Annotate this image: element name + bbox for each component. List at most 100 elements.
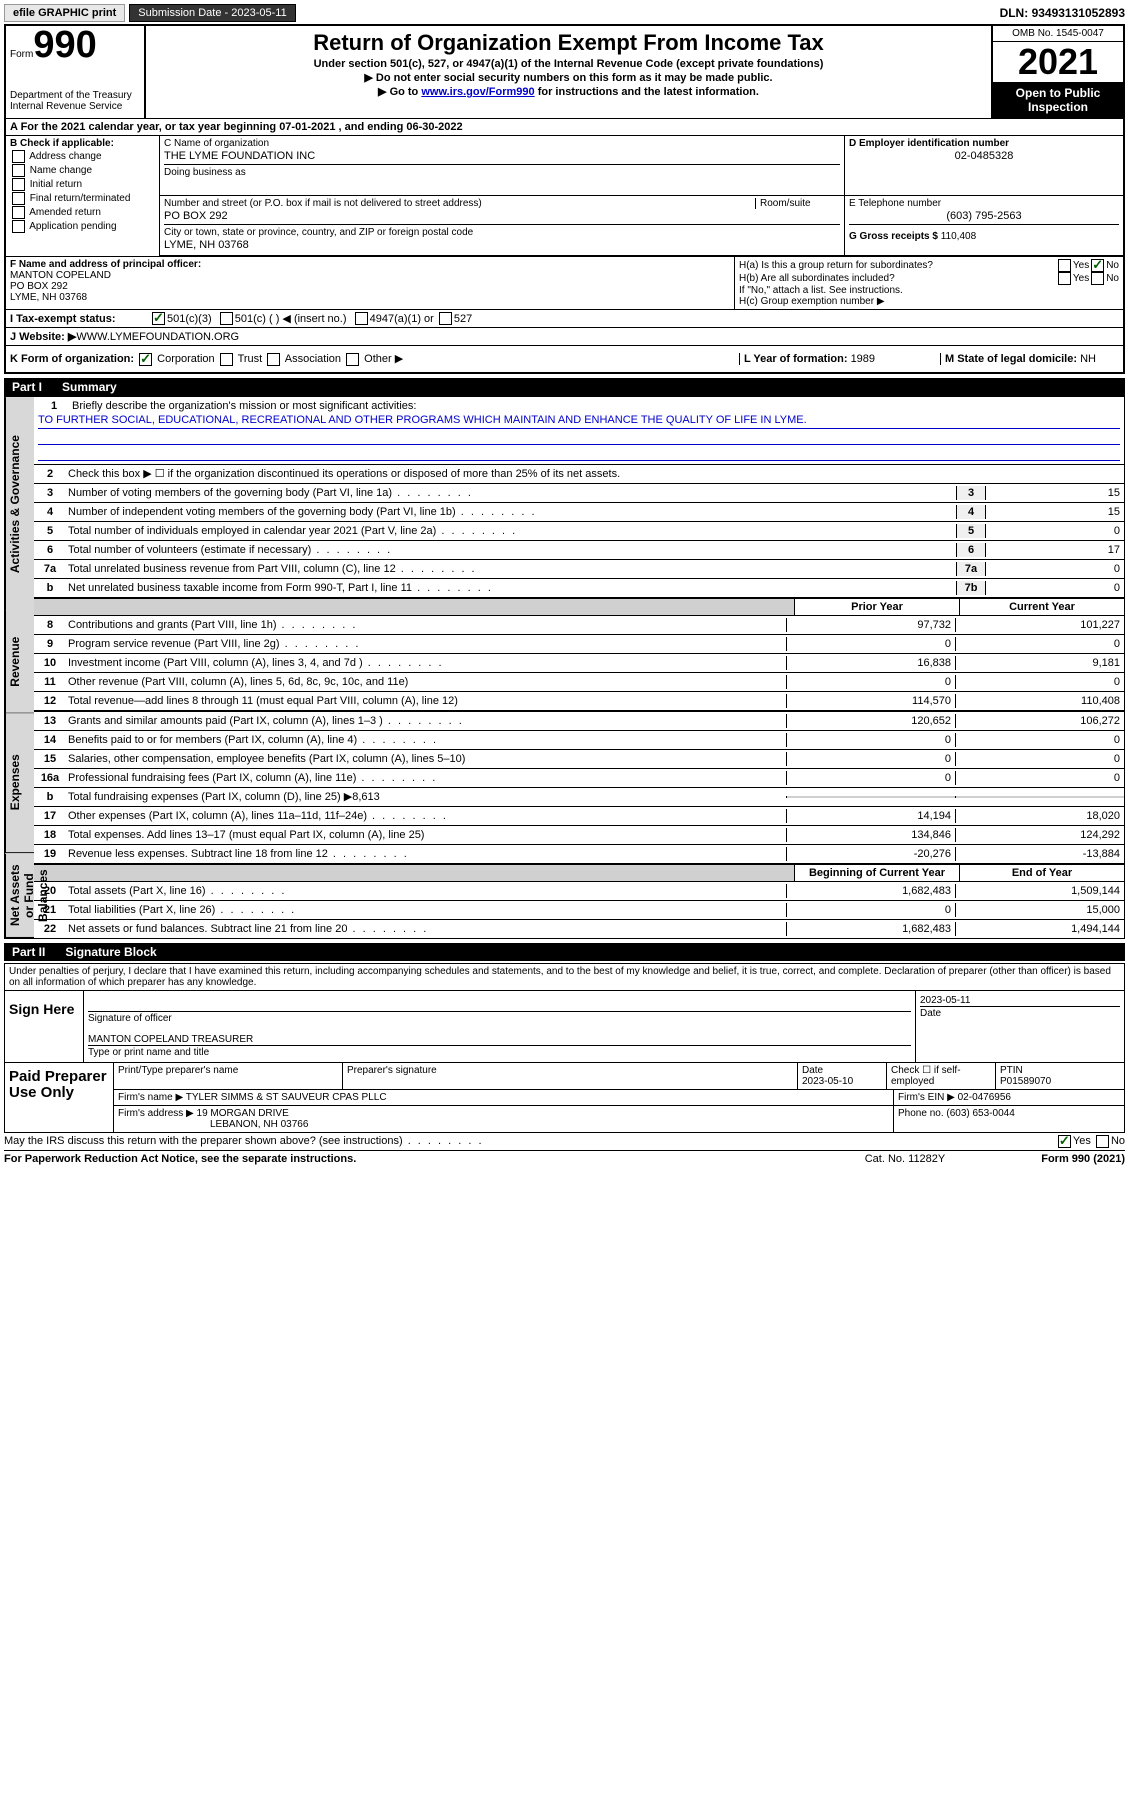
line4-text: Number of independent voting members of … <box>66 505 956 519</box>
sign-here-label: Sign Here <box>5 991 84 1062</box>
line7a-text: Total unrelated business revenue from Pa… <box>66 562 956 576</box>
pp-self-employed: Check ☐ if self-employed <box>887 1063 996 1089</box>
line5-text: Total number of individuals employed in … <box>66 524 956 538</box>
subdate-label: Submission Date - <box>138 7 231 19</box>
side-netassets: Net Assets or Fund Balances <box>5 854 34 938</box>
form-title: Return of Organization Exempt From Incom… <box>152 30 985 56</box>
chk-assoc[interactable] <box>267 353 280 366</box>
chk-trust[interactable] <box>220 353 233 366</box>
street-address: PO BOX 292 <box>164 209 840 224</box>
mission-text: TO FURTHER SOCIAL, EDUCATIONAL, RECREATI… <box>38 414 1120 429</box>
l20-curr: 1,509,144 <box>955 884 1124 898</box>
form-footer: Form 990 (2021) <box>985 1153 1125 1165</box>
header-right: OMB No. 1545-0047 2021 Open to Public In… <box>991 26 1123 118</box>
chk-final-return[interactable] <box>12 192 25 205</box>
submission-date-button[interactable]: Submission Date - 2023-05-11 <box>129 4 295 22</box>
current-year-label: Current Year <box>959 599 1124 615</box>
officer-name: MANTON COPELAND <box>10 270 730 281</box>
l19-curr: -13,884 <box>955 847 1124 861</box>
chk-address-change[interactable] <box>12 150 25 163</box>
chk-initial-return[interactable] <box>12 178 25 191</box>
ein-value: 02-0485328 <box>849 149 1119 164</box>
side-expenses: Expenses <box>5 713 34 853</box>
sig-name-label: Type or print name and title <box>88 1045 911 1058</box>
k-row: K Form of organization: Corporation Trus… <box>4 346 1125 374</box>
sig-date-label: Date <box>920 1006 1120 1019</box>
efile-button[interactable]: efile GRAPHIC print <box>4 4 125 22</box>
city-label: City or town, state or province, country… <box>164 224 840 238</box>
line7b-val: 0 <box>985 581 1124 595</box>
paperwork-notice: For Paperwork Reduction Act Notice, see … <box>4 1153 825 1165</box>
prior-year-label: Prior Year <box>794 599 959 615</box>
hb-no[interactable] <box>1091 272 1104 285</box>
firm-phone: (603) 653-0044 <box>946 1108 1014 1119</box>
l15-curr: 0 <box>955 752 1124 766</box>
l18-curr: 124,292 <box>955 828 1124 842</box>
g-gross-label: G Gross receipts $ <box>849 231 941 242</box>
ha-yes[interactable] <box>1058 259 1071 272</box>
pp-date: 2023-05-10 <box>802 1076 882 1087</box>
declaration-text: Under penalties of perjury, I declare th… <box>5 964 1124 990</box>
hb-note: If "No," attach a list. See instructions… <box>739 285 1119 296</box>
l13-curr: 106,272 <box>955 714 1124 728</box>
l9-prior: 0 <box>786 637 955 651</box>
hc-label: H(c) Group exemption number ▶ <box>739 296 1119 307</box>
line4-val: 15 <box>985 505 1124 519</box>
irs-label: Internal Revenue Service <box>10 101 140 112</box>
signature-block: Under penalties of perjury, I declare th… <box>4 963 1125 1133</box>
chk-501c[interactable] <box>220 312 233 325</box>
discuss-no[interactable] <box>1096 1135 1109 1148</box>
officer-addr2: LYME, NH 03768 <box>10 292 730 303</box>
l11-curr: 0 <box>955 675 1124 689</box>
side-revenue: Revenue <box>5 611 34 714</box>
room-label: Room/suite <box>755 198 840 209</box>
irs-link[interactable]: www.irs.gov/Form990 <box>421 86 534 98</box>
open-public: Open to Public Inspection <box>993 82 1123 118</box>
city-value: LYME, NH 03768 <box>164 238 840 253</box>
firm-ein: 02-0476956 <box>958 1092 1011 1103</box>
gross-receipts: 110,408 <box>941 231 976 242</box>
subdate-value: 2023-05-11 <box>231 7 286 19</box>
l12-prior: 114,570 <box>786 694 955 708</box>
header-center: Return of Organization Exempt From Incom… <box>146 26 991 118</box>
chk-app-pending[interactable] <box>12 220 25 233</box>
dba-label: Doing business as <box>164 164 840 178</box>
form-number: 990 <box>33 24 96 66</box>
header-sub1: Under section 501(c), 527, or 4947(a)(1)… <box>152 58 985 70</box>
year-formation: 1989 <box>851 353 875 365</box>
l21-curr: 15,000 <box>955 903 1124 917</box>
tax-year: 2021 <box>993 42 1123 82</box>
addr-label: Number and street (or P.O. box if mail i… <box>164 198 755 209</box>
line7a-val: 0 <box>985 562 1124 576</box>
ptin: P01589070 <box>1000 1076 1120 1087</box>
ha-no[interactable] <box>1091 259 1104 272</box>
l14-prior: 0 <box>786 733 955 747</box>
chk-501c3[interactable] <box>152 312 165 325</box>
officer-addr1: PO BOX 292 <box>10 281 730 292</box>
chk-name-change[interactable] <box>12 164 25 177</box>
chk-4947[interactable] <box>355 312 368 325</box>
chk-other[interactable] <box>346 353 359 366</box>
firm-addr2: LEBANON, NH 03766 <box>118 1119 889 1130</box>
chk-corp[interactable] <box>139 353 152 366</box>
l13-prior: 120,652 <box>786 714 955 728</box>
chk-amended[interactable] <box>12 206 25 219</box>
part1-header: Part I Summary <box>4 378 1125 396</box>
hb-yes[interactable] <box>1058 272 1071 285</box>
sig-officer-label: Signature of officer <box>88 1011 911 1024</box>
l8-curr: 101,227 <box>955 618 1124 632</box>
discuss-yes[interactable] <box>1058 1135 1071 1148</box>
line6-val: 17 <box>985 543 1124 557</box>
l18-prior: 134,846 <box>786 828 955 842</box>
paid-preparer-label: Paid Preparer Use Only <box>5 1063 114 1132</box>
side-activities: Activities & Governance <box>5 397 34 611</box>
sig-date-value: 2023-05-11 <box>920 995 1120 1006</box>
l22-prior: 1,682,483 <box>786 922 955 936</box>
chk-527[interactable] <box>439 312 452 325</box>
top-bar: efile GRAPHIC print Submission Date - 20… <box>4 4 1125 22</box>
cat-no: Cat. No. 11282Y <box>825 1153 985 1165</box>
header-sub3: ▶ Go to www.irs.gov/Form990 for instruct… <box>152 85 985 98</box>
dept-label: Department of the Treasury <box>10 90 140 101</box>
firm-name: TYLER SIMMS & ST SAUVEUR CPAS PLLC <box>186 1092 387 1103</box>
end-year-label: End of Year <box>959 865 1124 881</box>
